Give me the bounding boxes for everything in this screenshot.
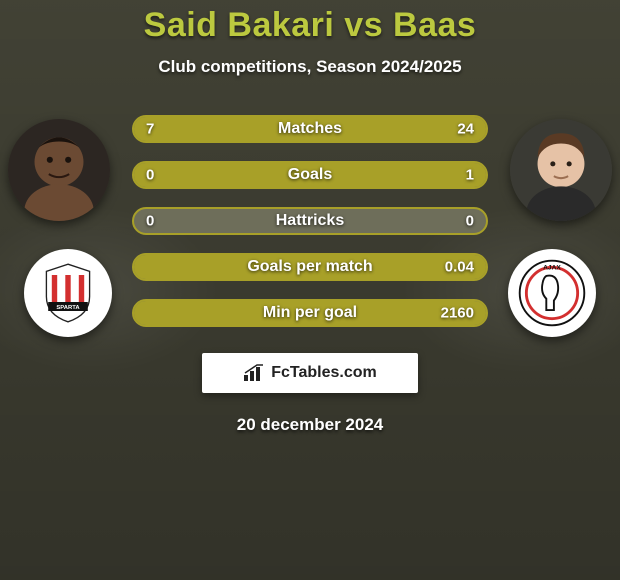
- stat-value-left: 7: [146, 121, 154, 138]
- stat-value-right: 24: [457, 121, 474, 138]
- brand-chart-icon: [243, 364, 265, 382]
- stat-bars: 724Matches01Goals00Hattricks0.04Goals pe…: [132, 115, 488, 327]
- stat-bar: 2160Min per goal: [132, 299, 488, 327]
- player-right-avatar: [510, 119, 612, 221]
- subtitle: Club competitions, Season 2024/2025: [0, 57, 620, 77]
- svg-text:AJAX: AJAX: [543, 264, 561, 271]
- stat-value-left: 0: [146, 167, 154, 184]
- brand-label: FcTables.com: [271, 364, 377, 382]
- stat-value-left: 0: [146, 213, 154, 230]
- svg-text:SPARTA: SPARTA: [56, 305, 80, 311]
- stat-value-right: 0: [466, 213, 474, 230]
- stat-bar: 0 0Hattricks: [132, 207, 488, 235]
- stat-value-right: 1: [466, 167, 474, 184]
- brand-badge: FcTables.com: [202, 353, 418, 393]
- stat-bar: 724Matches: [132, 115, 488, 143]
- player-right-club: AJAX: [508, 249, 596, 337]
- date-line: 20 december 2024: [0, 415, 620, 435]
- stat-bar: 01Goals: [132, 161, 488, 189]
- player-left-club: SPARTA: [24, 249, 112, 337]
- stat-value-right: 2160: [441, 305, 474, 322]
- stat-value-right: 0.04: [445, 259, 474, 276]
- stats-area: SPARTA AJAX 724Matches01Goals00Hattricks…: [0, 107, 620, 347]
- stat-label: Hattricks: [134, 212, 486, 230]
- comparison-title: Said Bakari vs Baas: [0, 6, 620, 45]
- player-left-avatar: [8, 119, 110, 221]
- stat-bar: 0.04Goals per match: [132, 253, 488, 281]
